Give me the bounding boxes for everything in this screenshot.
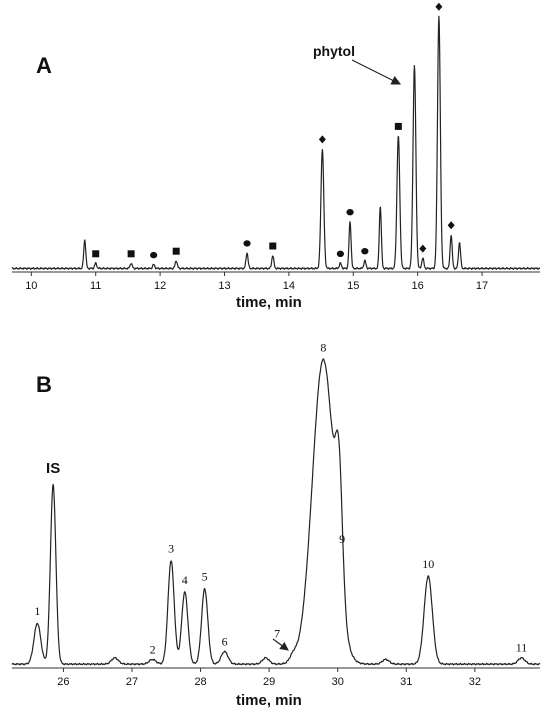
panel-a-markers: [92, 2, 455, 259]
x-tick-label: 27: [126, 676, 138, 688]
peak-label: IS: [46, 460, 60, 477]
panel-b-trace: [11, 358, 541, 666]
x-tick-label: 31: [400, 676, 412, 688]
panel-a-letter: A: [36, 53, 52, 78]
x-tick-label: 26: [57, 676, 69, 688]
diamond-marker: [447, 221, 455, 230]
panel-b-letter: B: [36, 372, 52, 397]
panel-a-x-ticks: 10 11 12 13 14 15 16 17: [25, 272, 488, 292]
peak-label: 3: [168, 541, 174, 555]
peak-label: 1: [34, 604, 40, 618]
square-marker: [92, 250, 100, 258]
diamond-marker: [318, 135, 326, 144]
square-marker: [269, 242, 277, 250]
circle-marker: [150, 251, 158, 259]
x-tick-label: 32: [469, 676, 481, 688]
peak-label: 5: [202, 570, 208, 584]
square-marker: [394, 122, 402, 130]
peak-label: 7: [274, 627, 280, 641]
square-marker: [172, 247, 180, 255]
peak-label: 4: [182, 573, 188, 587]
panel-b-x-title: time, min: [236, 692, 302, 709]
peak-label: 9: [339, 532, 345, 546]
x-tick-label: 30: [332, 676, 344, 688]
x-tick-label: 28: [194, 676, 206, 688]
x-tick-label: 17: [476, 280, 488, 292]
diamond-marker: [419, 244, 427, 253]
square-marker: [127, 250, 135, 258]
peak-label: 11: [516, 641, 528, 655]
x-tick-label: 12: [154, 280, 166, 292]
circle-marker: [243, 240, 251, 247]
circle-marker: [361, 248, 369, 255]
panel-b-peak-labels: 1 IS 2 3 4 5 6 7 8 9 10 11: [34, 340, 527, 656]
x-tick-label: 29: [263, 676, 275, 688]
peak-label: 8: [320, 340, 326, 354]
panel-a-trace: [11, 15, 541, 270]
peak-label: 6: [222, 634, 228, 648]
panel-b-x-ticks: 26 27 28 29 30 31 32: [57, 668, 481, 688]
phytol-arrow: [351, 59, 402, 85]
peak-label: 10: [422, 557, 434, 571]
panel-b: B 26 27 28 29 30 31 32 1 IS 2 3 4 5 6 7 8 9 10 11 time, m…: [11, 340, 541, 709]
x-tick-label: 16: [412, 280, 424, 292]
peak-label: 2: [150, 642, 156, 656]
diamond-marker: [435, 2, 443, 11]
x-tick-label: 15: [347, 280, 359, 292]
circle-marker: [346, 209, 354, 216]
circle-marker: [336, 250, 344, 257]
x-tick-label: 11: [90, 280, 101, 292]
peak-7-arrow: [272, 638, 289, 651]
panel-a: A 10 11 12 13 14 15 16 17 time, min phytol: [11, 2, 541, 311]
x-tick-label: 10: [25, 280, 37, 292]
x-tick-label: 13: [218, 280, 230, 292]
x-tick-label: 14: [283, 280, 295, 292]
panel-a-x-title: time, min: [236, 294, 302, 311]
phytol-label: phytol: [313, 43, 355, 59]
